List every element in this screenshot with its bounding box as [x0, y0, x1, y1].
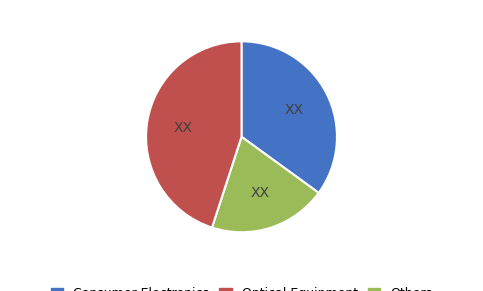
Wedge shape: [212, 137, 319, 232]
Text: XX: XX: [173, 120, 193, 134]
Text: XX: XX: [250, 186, 270, 200]
Text: XX: XX: [284, 103, 304, 117]
Wedge shape: [242, 41, 337, 193]
Legend: Consumer Electronics, Optical Equipment, Others: Consumer Electronics, Optical Equipment,…: [48, 284, 435, 291]
Wedge shape: [146, 41, 242, 228]
